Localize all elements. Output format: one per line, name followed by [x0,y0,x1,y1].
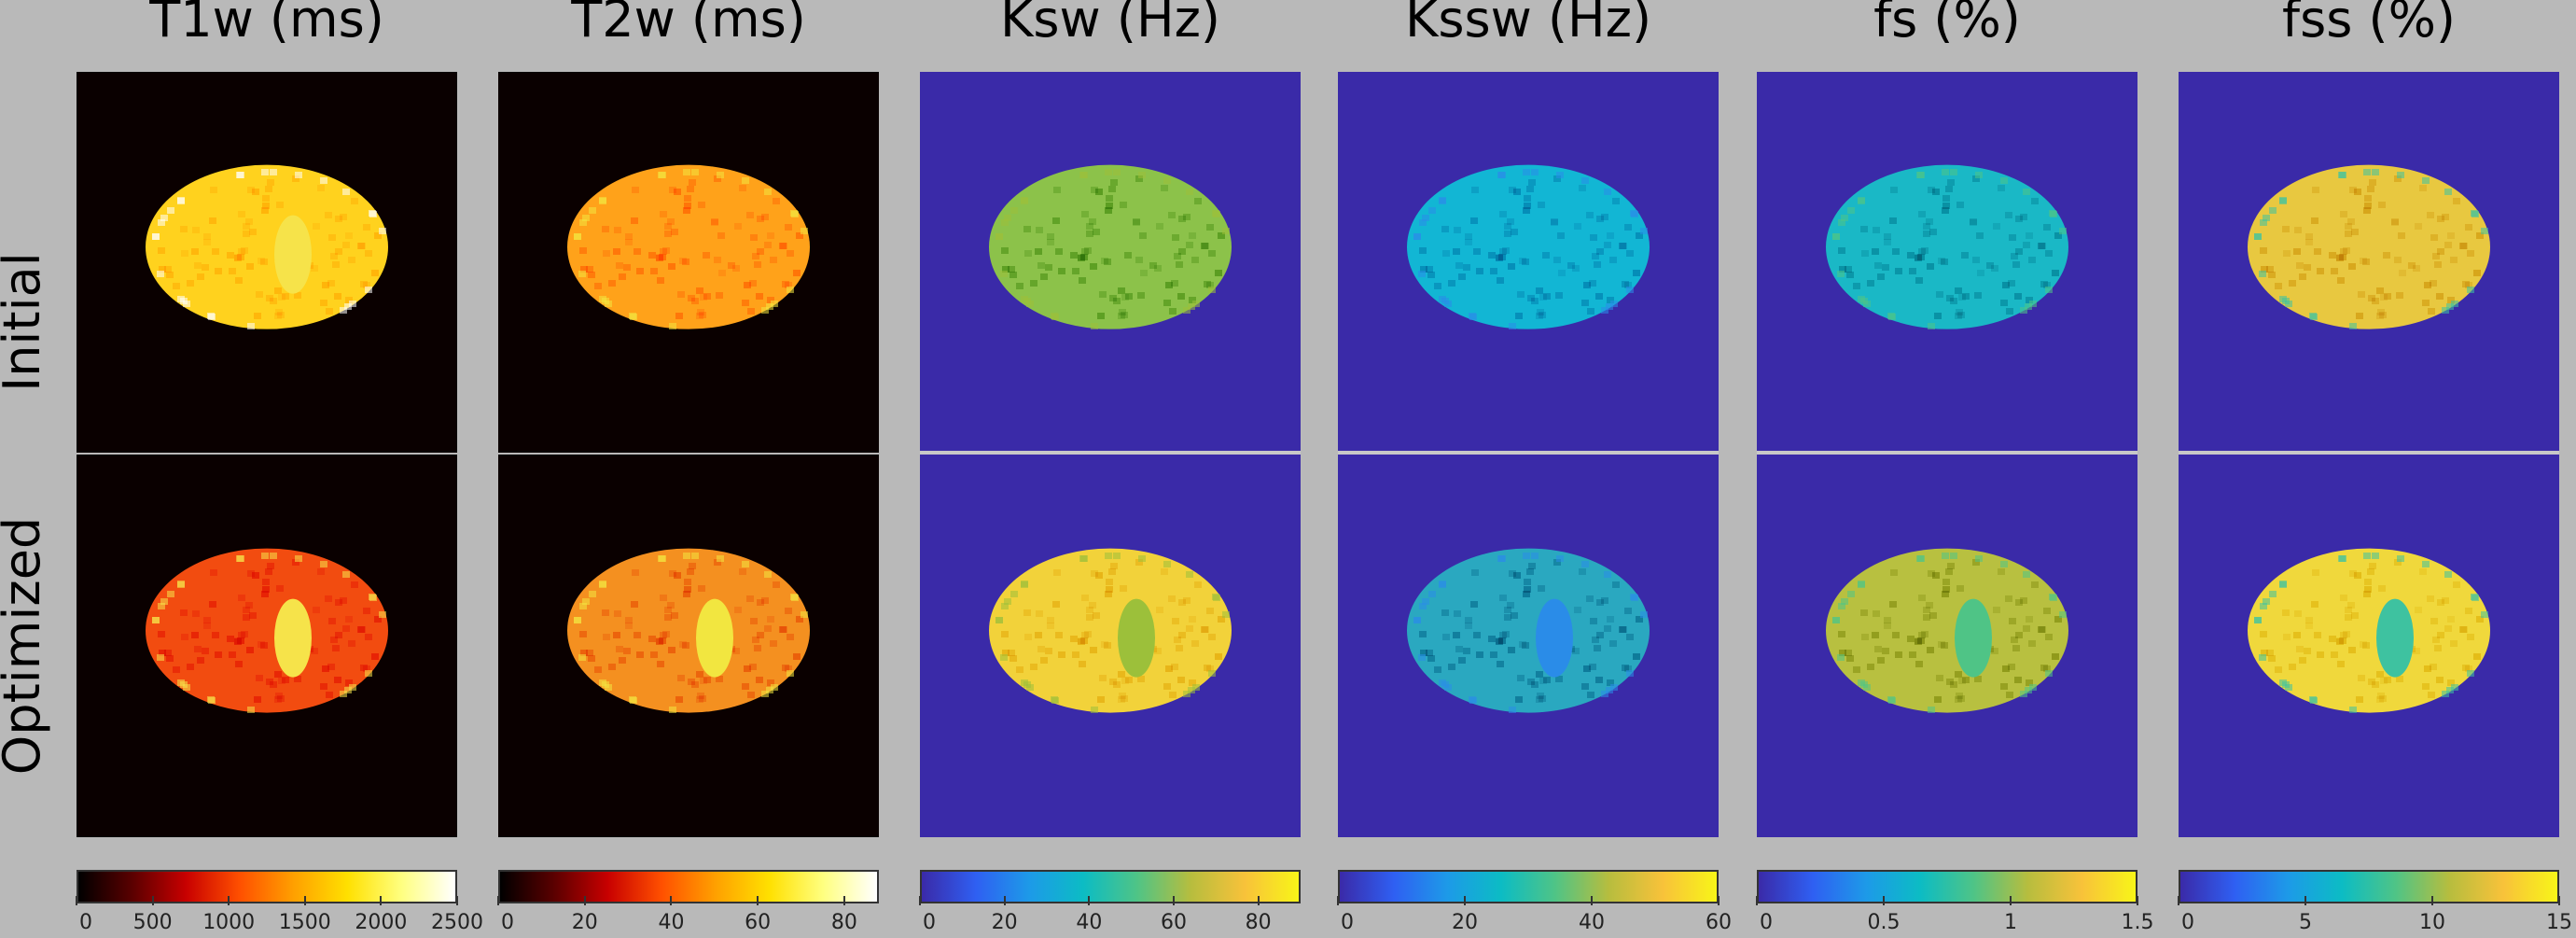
colorbar [920,870,1301,903]
colorbar-tick-label: 80 [830,911,857,934]
map-initial [1338,72,1719,453]
map-optimized [920,455,1301,837]
colorbar-tick-label: 40 [1579,911,1605,934]
row-divider [2179,451,2559,455]
colorbar-tick [151,896,154,905]
colorbar-tick-label: 0 [2181,911,2194,934]
colorbar-tick [1883,896,1885,905]
row-label-optimized: Optimized [0,516,51,776]
colorbar-tick-label: 0 [923,911,936,934]
colorbar-tick [1464,896,1466,905]
colorbar-tick [842,896,845,905]
colorbar-tick-label: 80 [1245,911,1272,934]
map-optimized [1757,455,2137,837]
row-divider [1757,451,2137,455]
colorbar-tick-label: 60 [1706,911,1732,934]
colorbar-tick-label: 500 [132,911,173,934]
colorbar-tick-label: 1 [2004,911,2017,934]
colorbar-tick [757,896,759,905]
colorbar-tick [1173,896,1175,905]
colorbar-tick-label: 2000 [355,911,408,934]
colorbar [498,870,879,903]
row-divider [920,451,1301,455]
colorbar-tick-label: 15 [2546,911,2572,934]
panel-title: fs (%) [1873,0,2021,49]
colorbar-tick [1718,896,1720,905]
colorbar [1757,870,2137,903]
panel-title: Kssw (Hz) [1404,0,1652,49]
colorbar-tick-label: 60 [1161,911,1187,934]
colorbar-tick [497,896,499,905]
colorbar [1338,870,1719,903]
colorbar-tick [2431,896,2433,905]
colorbar-tick-label: 2500 [431,911,483,934]
colorbar-tick-label: 0 [79,911,92,934]
colorbar-tick-label: 20 [571,911,598,934]
map-optimized [1338,455,1719,837]
map-initial [498,72,879,453]
colorbar-tick [2137,896,2138,905]
map-initial [77,72,457,453]
colorbar-tick [583,896,586,905]
panel-title: Ksw (Hz) [1000,0,1220,49]
colorbar-tick [1591,896,1593,905]
colorbar-tick [380,896,383,905]
colorbar-tick-label: 1000 [202,911,256,934]
row-divider [1338,451,1719,455]
colorbar-tick-label: 40 [658,911,685,934]
colorbar-tick [1088,896,1091,905]
map-optimized [77,455,457,837]
colorbar-tick-label: 0 [1341,911,1354,934]
colorbar-tick [1756,896,1758,905]
colorbar-tick [2304,896,2306,905]
colorbar-tick [2010,896,2012,905]
map-initial [2179,72,2559,453]
colorbar-tick [2558,896,2560,905]
colorbar-tick [2178,896,2179,905]
colorbar-tick [303,896,306,905]
colorbar-tick-label: 0.5 [1867,911,1901,934]
colorbar-tick-label: 1.5 [2121,911,2154,934]
map-optimized [2179,455,2559,837]
colorbar-tick [228,896,230,905]
colorbar-tick [456,896,458,905]
colorbar-tick-label: 20 [991,911,1018,934]
colorbar-tick-label: 10 [2419,911,2445,934]
panel-title: T2w (ms) [571,0,806,49]
map-optimized [498,455,879,837]
panel-title: T1w (ms) [149,0,384,49]
colorbar [77,870,457,903]
colorbar-tick-label: 20 [1452,911,1478,934]
panel-title: fss (%) [2282,0,2456,49]
colorbar-tick-label: 1500 [278,911,331,934]
colorbar-tick [1337,896,1339,905]
colorbar-tick [1003,896,1006,905]
map-initial [920,72,1301,453]
colorbar-tick [670,896,673,905]
colorbar-tick-label: 40 [1076,911,1103,934]
colorbar-tick-label: 0 [501,911,514,934]
colorbar-tick-label: 0 [1760,911,1773,934]
colorbar-tick [919,896,921,905]
row-label-initial: Initial [0,252,51,392]
colorbar-tick [1257,896,1260,905]
colorbar [2179,870,2559,903]
map-initial [1757,72,2137,453]
colorbar-tick-label: 60 [745,911,772,934]
colorbar-tick [76,896,77,905]
colorbar-tick-label: 5 [2299,911,2312,934]
